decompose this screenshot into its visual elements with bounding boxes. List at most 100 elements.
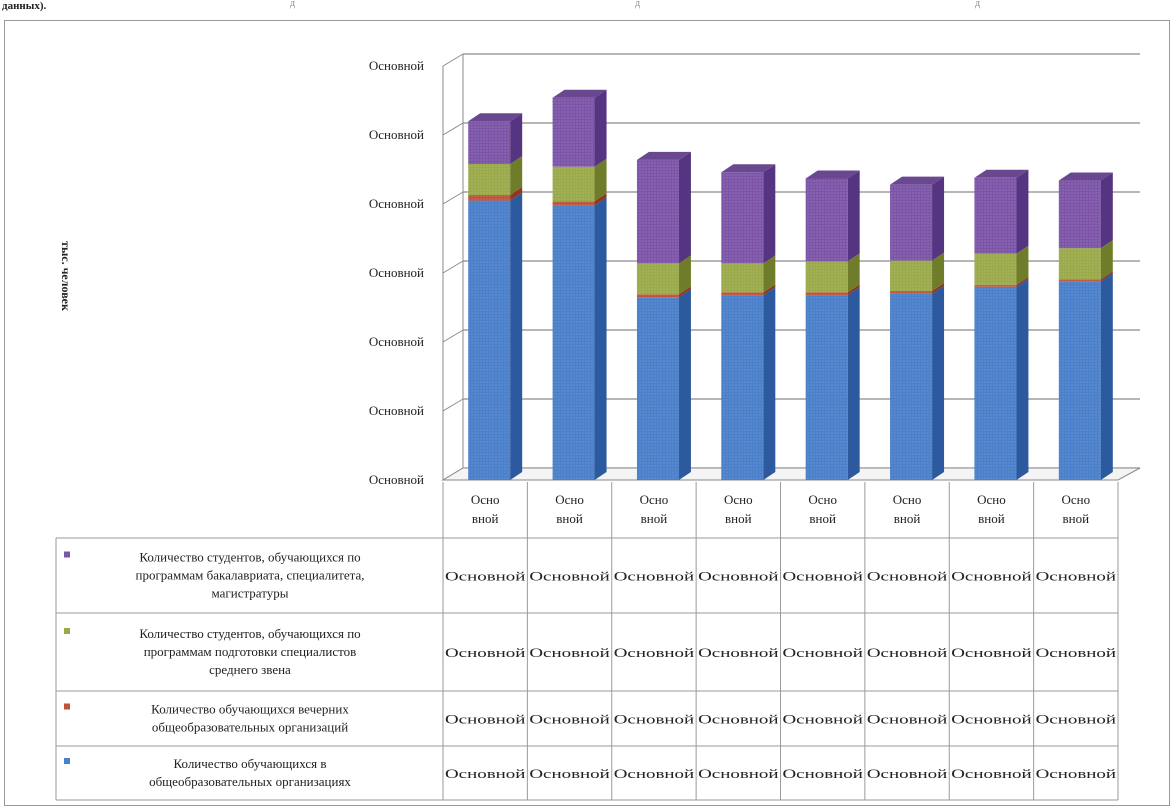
chart-frame xyxy=(4,20,1170,806)
bar-side xyxy=(1100,273,1113,480)
legend-entry: Количество обучающихся вечерних общеобраз… xyxy=(151,702,349,735)
table-cell: Основной xyxy=(951,646,1032,660)
gridline-side xyxy=(442,329,464,343)
table-cell: Основной xyxy=(529,646,610,660)
table-cell: Основной xyxy=(1036,767,1117,781)
bar-segment xyxy=(468,192,523,481)
y-tick-label: Основной xyxy=(369,403,424,418)
legend-swatch xyxy=(64,758,70,764)
bar-segment xyxy=(468,155,523,196)
bar-side xyxy=(1016,169,1029,254)
bar-segment xyxy=(468,113,523,164)
bar-segment xyxy=(974,276,1029,287)
bar-segment xyxy=(636,286,691,298)
x-tick-label: Осно вной xyxy=(471,492,500,526)
bar-top xyxy=(805,170,860,179)
table-cell: Основной xyxy=(529,767,610,781)
table-cell: Основной xyxy=(445,646,526,660)
gridline-side xyxy=(442,260,464,274)
bar-segment xyxy=(636,151,691,264)
bar-side xyxy=(763,255,776,293)
gridline-side xyxy=(442,53,464,67)
y-tick-label: Основной xyxy=(369,127,424,142)
header-mark-2: д xyxy=(635,0,641,9)
bar-segment xyxy=(636,255,691,295)
bar-side xyxy=(1016,278,1029,480)
bar-segment xyxy=(552,193,607,206)
bar-side xyxy=(510,192,523,481)
x-tick-label: Осно вной xyxy=(893,492,922,526)
legend-swatch xyxy=(64,703,70,710)
bar-segment xyxy=(552,197,607,480)
bar-segment xyxy=(974,245,1029,285)
bar-segment xyxy=(468,187,523,201)
table-cell: Основной xyxy=(951,767,1032,781)
table-cell: Основной xyxy=(867,767,948,781)
table-cell: Основной xyxy=(951,713,1032,727)
chart-floor xyxy=(441,467,1141,481)
bar-segment xyxy=(1058,240,1113,280)
table-cell: Основной xyxy=(698,646,779,660)
bar-side xyxy=(847,284,860,296)
bar-side xyxy=(1100,240,1113,280)
bar-side xyxy=(594,193,607,206)
bar-side xyxy=(510,187,523,201)
legend-entry: Количество студентов, обучающихся по прог… xyxy=(139,626,360,677)
table-cell: Основной xyxy=(698,713,779,727)
bar-segment xyxy=(974,278,1029,480)
table-cell: Основной xyxy=(783,570,864,584)
bar-top xyxy=(974,169,1029,178)
bar-segment xyxy=(721,255,776,293)
bar-segment xyxy=(552,158,607,202)
table-cell: Основной xyxy=(614,767,695,781)
x-tick-label: Осно вной xyxy=(1062,492,1091,526)
table-cell: Основной xyxy=(1036,646,1117,660)
x-tick-label: Осно вной xyxy=(555,492,584,526)
bar-side xyxy=(763,164,776,264)
gridline-side xyxy=(442,122,464,136)
table-cell: Основной xyxy=(783,646,864,660)
bar-side xyxy=(678,286,691,298)
bar-side xyxy=(510,113,523,164)
bar-segment xyxy=(721,287,776,480)
table-cell: Основной xyxy=(698,767,779,781)
bar-top xyxy=(552,89,607,98)
bar-side xyxy=(763,284,776,296)
table-cell: Основной xyxy=(783,767,864,781)
bar-side xyxy=(847,253,860,293)
legend-entry: Количество обучающихся в общеобразователь… xyxy=(149,756,351,789)
bar-side xyxy=(594,197,607,480)
table-cell: Основной xyxy=(698,570,779,584)
bar-segment xyxy=(890,176,945,261)
header-left-text: данных). xyxy=(2,0,47,12)
bar-side xyxy=(847,287,860,480)
bar-segment xyxy=(890,282,945,294)
gridline-side xyxy=(442,398,464,412)
bar-side xyxy=(1100,172,1113,249)
bar-segment xyxy=(974,169,1029,254)
bar-segment xyxy=(1058,271,1113,282)
legend-swatch xyxy=(64,551,70,558)
bar-side xyxy=(678,289,691,480)
bar-side xyxy=(932,282,945,294)
bar-side xyxy=(1016,245,1029,285)
bar-side xyxy=(510,155,523,196)
x-tick-label: Осно вной xyxy=(977,492,1006,526)
page-header-fragment: данных). д д д xyxy=(0,0,1174,20)
table-cell: Основной xyxy=(529,570,610,584)
table-cell: Основной xyxy=(445,570,526,584)
bar-top xyxy=(721,164,776,173)
y-tick-labels: Основной Основной Основной Основной Основной… xyxy=(369,58,424,487)
bar-segment xyxy=(805,253,860,293)
bar-top xyxy=(468,113,523,122)
table-cell: Основной xyxy=(614,646,695,660)
bar-side xyxy=(932,285,945,480)
bar-side xyxy=(932,252,945,291)
bar-side xyxy=(678,255,691,295)
bar-side xyxy=(932,176,945,261)
bar-segment xyxy=(721,164,776,264)
header-mark-1: д xyxy=(290,0,296,9)
bars-layer xyxy=(468,89,1113,481)
